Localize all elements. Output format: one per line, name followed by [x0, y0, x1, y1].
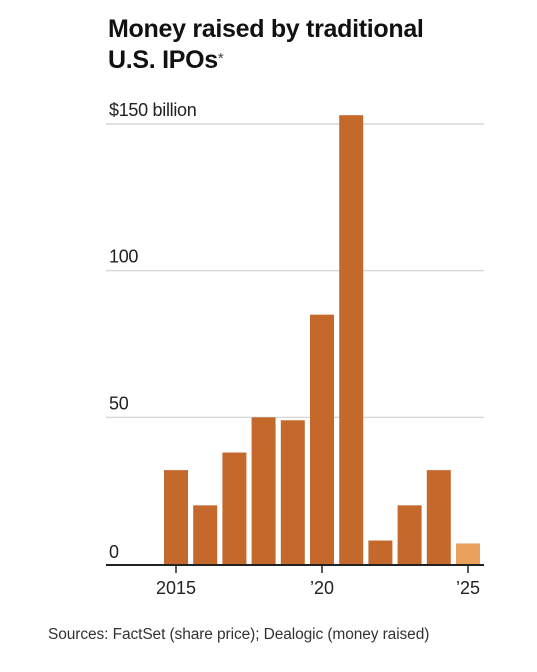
axes — [106, 564, 484, 573]
y-tick-label-0: 0 — [109, 542, 119, 562]
x-tick-label-2015: 2015 — [156, 578, 196, 598]
bar-chart: 0 50 100 $150 billion 2015 ’20 ’25 — [106, 100, 484, 598]
footnote-mark: * — [217, 50, 224, 67]
chart-title: Money raised by traditional U.S. IPOs* — [108, 14, 508, 76]
bar-2025 — [456, 543, 480, 564]
y-tick-label-150: $150 billion — [109, 100, 196, 120]
bar-2018 — [251, 417, 276, 564]
bar-2024 — [426, 470, 451, 564]
bar-2015 — [164, 470, 188, 564]
x-tick-label-2025: ’25 — [456, 578, 480, 598]
tick-labels: 0 50 100 $150 billion 2015 ’20 ’25 — [109, 100, 480, 598]
bar-2020 — [310, 314, 334, 564]
x-tick-label-2020: ’20 — [310, 578, 334, 598]
bar-2016 — [193, 505, 218, 564]
bar-2021 — [339, 115, 364, 564]
bar-2019 — [280, 420, 305, 564]
chart-title-line2: U.S. IPOs — [108, 46, 218, 74]
y-tick-label-50: 50 — [109, 393, 129, 413]
bar-2022 — [368, 540, 393, 564]
bar-2023 — [397, 505, 422, 564]
y-tick-label-100: 100 — [109, 247, 138, 267]
bar-2017 — [222, 452, 247, 564]
chart-title-line1: Money raised by traditional — [108, 15, 424, 43]
source-note: Sources: FactSet (share price); Dealogic… — [48, 626, 430, 643]
bars — [164, 115, 480, 564]
gridlines — [106, 123, 484, 418]
